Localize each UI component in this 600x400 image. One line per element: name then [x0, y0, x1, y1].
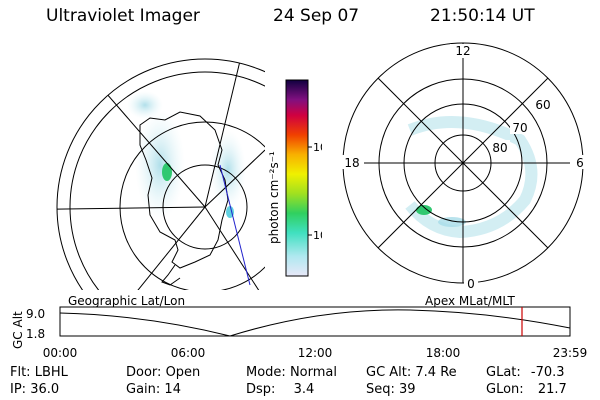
glat-label: GLat:	[486, 365, 521, 380]
colorbar-unit-label: photon cm⁻²s⁻¹	[267, 151, 281, 244]
magnetic-polar-map: 12 18 6 0 60 70 80	[340, 42, 588, 291]
colorbar-tick-100: 100	[313, 141, 322, 154]
ip-value: 36.0	[30, 382, 60, 397]
mlt-label-dusk: 18	[344, 156, 359, 170]
colorbar-gradient	[285, 79, 309, 277]
glon-label: GLon:	[486, 382, 524, 397]
view-boundary	[56, 58, 265, 290]
mode-label: Mode:	[246, 365, 286, 380]
aurora-faint-region	[127, 91, 163, 119]
door-label: Door:	[126, 365, 162, 380]
filter-label: Flt:	[10, 365, 31, 380]
glat-value: -70.3	[530, 365, 565, 380]
aurora-bright-spot	[416, 205, 432, 215]
x-tick: 12:00	[298, 346, 333, 360]
dsp-value: 3.4	[293, 382, 315, 397]
aurora-faint-region	[135, 110, 185, 220]
mlt-label-midnight: 0	[467, 277, 475, 291]
y-tick-min: 1.8	[26, 327, 45, 341]
colorbar: 100 10 photon cm⁻²s⁻¹	[267, 79, 322, 277]
aurora-oval	[405, 116, 538, 239]
x-tick: 18:00	[426, 346, 461, 360]
timeline-frame	[59, 306, 571, 337]
dsp-label: Dsp:	[246, 382, 276, 397]
timeline-axis-label: GC Alt	[11, 311, 25, 349]
ip-label: IP:	[10, 382, 27, 397]
mlat-label-70: 70	[512, 121, 527, 135]
seq-value: 39	[399, 382, 416, 397]
orbit-timeline: GC Alt 9.0 1.8 00:00 06:00 12:00 18:00 2…	[11, 306, 588, 360]
right-panel-caption: Apex MLat/MLT	[425, 294, 515, 308]
mlat-label-60: 60	[535, 98, 550, 112]
gain-field: Gain: 14	[126, 382, 181, 397]
gc-alt-label: GC Alt:	[366, 365, 412, 380]
coastline	[139, 111, 229, 269]
left-panel-caption: Geographic Lat/Lon	[68, 294, 186, 308]
colorbar-tick-10: 10	[313, 229, 322, 242]
seq-field: Seq: 39	[366, 382, 416, 397]
glon-field: GLon: 21.7	[486, 382, 567, 397]
altitude-curve	[59, 309, 571, 337]
filter-value: LBHL	[34, 365, 68, 380]
image-date: 24 Sep 07	[273, 6, 360, 26]
mlt-label-dawn: 6	[576, 156, 584, 170]
geographic-map	[56, 58, 265, 290]
gain-label: Gain:	[126, 382, 161, 397]
dsp-field: Dsp: 3.4	[246, 382, 314, 397]
image-time: 21:50:14 UT	[430, 6, 535, 26]
mlat-label-80: 80	[492, 141, 507, 155]
door-field: Door: Open	[126, 365, 200, 380]
seq-label: Seq:	[366, 382, 395, 397]
gc-alt-value: 7.4 Re	[415, 365, 457, 380]
x-tick: 23:59	[553, 346, 588, 360]
aurora-bright-spot	[162, 163, 172, 181]
instrument-title: Ultraviolet Imager	[46, 6, 200, 26]
gc-alt-field: GC Alt: 7.4 Re	[366, 365, 457, 380]
x-tick: 00:00	[43, 346, 78, 360]
door-value: Open	[165, 365, 201, 380]
ip-field: IP: 36.0	[10, 382, 59, 397]
coastline	[161, 264, 181, 286]
x-tick: 06:00	[171, 346, 206, 360]
terminator-line	[219, 164, 251, 286]
mode-field: Mode: Normal	[246, 365, 337, 380]
mode-value: Normal	[289, 365, 337, 380]
glat-field: GLat: -70.3	[486, 365, 565, 380]
glon-value: 21.7	[537, 382, 567, 397]
mlt-label-noon: 12	[455, 44, 470, 58]
gain-value: 14	[164, 382, 181, 397]
y-tick-max: 9.0	[26, 307, 45, 321]
filter-field: Flt: LBHL	[10, 365, 68, 380]
